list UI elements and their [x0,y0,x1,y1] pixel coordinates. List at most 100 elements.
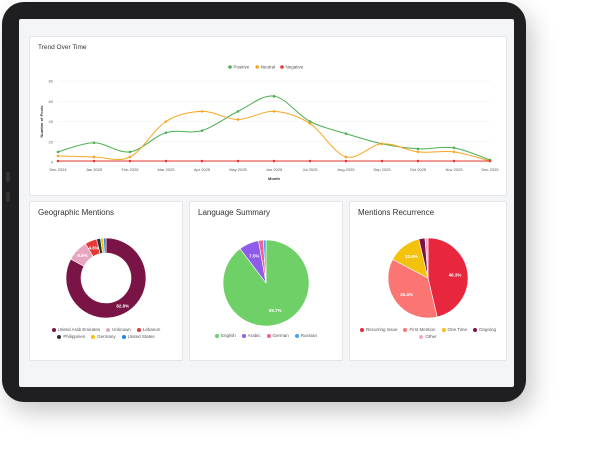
legend-label: Other [425,334,437,339]
data-point-neutral[interactable] [128,155,132,159]
data-point-positive[interactable] [92,141,96,145]
recurrence-legend: Recurring Issue First Mention One Time Ongo… [356,327,500,339]
trend-chart: Positive Neutral Negative 0 20 40 60 80 Dec 2024… [39,65,499,181]
slice-label: 13.6% [405,254,418,259]
slice-label: 7.5% [249,254,259,259]
data-point-negative[interactable] [308,159,312,163]
data-point-positive[interactable] [272,94,276,98]
data-point-negative[interactable] [56,159,60,163]
data-point-neutral[interactable] [344,155,348,159]
data-point-negative[interactable] [236,159,240,163]
x-tick-label: May 2025 [229,167,247,172]
slice-first-mention[interactable] [387,258,438,319]
y-axis-label: Number of Posts [39,105,44,138]
data-point-negative[interactable] [488,159,492,163]
slice-united-arab-emirates[interactable] [65,237,147,319]
legend-item-english[interactable]: English [214,333,236,338]
y-tick-label: 40 [49,119,54,124]
x-tick-label: Jul 2025 [302,167,318,172]
data-point-neutral[interactable] [92,155,96,159]
data-point-neutral[interactable] [164,120,168,123]
legend-item-philippines[interactable]: Philippines [57,334,85,339]
legend-item-russian[interactable]: Russian [294,333,318,338]
x-tick-label: Dec 2025 [481,167,499,172]
x-tick-label: Nov 2025 [445,167,463,172]
tablet-frame: Trend Over Time Positive Neutral Negative 0… [2,2,526,402]
legend-marker [214,333,219,338]
legend-item-lebanon[interactable]: Lebanon [136,327,160,332]
legend-item-recurring-issue[interactable]: Recurring Issue [359,327,397,332]
data-point-positive[interactable] [200,129,204,132]
legend-marker [419,334,424,339]
slice-label: 8.6% [77,253,87,258]
legend-marker [121,334,126,339]
data-point-negative[interactable] [92,159,96,163]
data-point-neutral[interactable] [308,122,312,125]
data-point-positive[interactable] [56,150,60,154]
x-tick-label: Dec 2024 [49,167,67,172]
legend-label: English [220,333,236,338]
legend-item-first-mention[interactable]: First Mention [403,327,436,332]
legend-item-unknown[interactable]: Unknown [106,327,131,332]
data-point-neutral[interactable] [452,150,456,154]
x-tick-label: Mar 2025 [158,167,176,172]
legend-item-ongoing[interactable]: Ongoing [473,327,496,332]
data-point-negative[interactable] [344,159,348,163]
data-point-positive[interactable] [164,131,168,134]
slice-other[interactable] [424,237,429,279]
legend-item-german[interactable]: German [266,333,289,338]
legend-marker [255,65,259,69]
tablet-screen: Trend Over Time Positive Neutral Negative 0… [19,19,514,387]
data-point-neutral[interactable] [236,118,240,121]
data-point-positive[interactable] [344,132,348,135]
data-point-positive[interactable] [308,120,312,123]
data-point-neutral[interactable] [380,142,384,146]
data-point-negative[interactable] [272,159,276,163]
legend-marker [106,327,111,332]
data-point-neutral[interactable] [56,154,60,158]
legend-item-other[interactable]: Other [419,334,437,339]
legend-label: Negative [286,65,304,70]
language-title: Language Summary [198,208,271,217]
legend-item-united-arab-emirates[interactable]: United Arab Emirates [51,327,101,332]
data-point-negative[interactable] [416,159,420,163]
language-pie-chart: 89.7% 7.5% [222,239,310,327]
legend-item-positive: Positive [228,65,250,70]
data-point-neutral[interactable] [200,110,204,113]
data-point-negative[interactable] [380,159,384,163]
tablet-side-button [6,192,10,202]
geo-legend: United Arab Emirates Unknown Lebanon Philip… [36,327,176,339]
legend-marker [91,334,96,339]
legend-item-negative: Negative [280,65,304,70]
legend-item-united-states[interactable]: United States [121,334,155,339]
legend-item-germany[interactable]: Germany [91,334,116,339]
y-tick-label: 80 [49,79,54,84]
data-point-positive[interactable] [128,150,132,154]
legend-item-arabic[interactable]: Arabic [241,333,261,338]
data-point-positive[interactable] [416,147,420,151]
legend-label: Positive [234,65,250,70]
slice-label: 89.7% [269,308,282,313]
data-point-negative[interactable] [200,159,204,163]
data-point-positive[interactable] [452,146,456,150]
y-tick-label: 0 [51,160,54,165]
legend-marker [359,327,364,332]
legend-item-one-time[interactable]: One Time [441,327,467,332]
legend-label: Neutral [261,65,276,70]
slice-russian[interactable] [262,239,267,284]
legend-label: German [272,333,289,338]
legend-label: Germany [97,334,116,339]
slice-label: 46.3% [449,272,462,277]
slice-united-states[interactable] [103,237,107,254]
data-point-neutral[interactable] [272,110,276,113]
data-point-negative[interactable] [128,159,132,163]
data-point-negative[interactable] [452,159,456,163]
legend-label: First Mention [409,327,436,332]
legend-item-neutral: Neutral [255,65,275,70]
legend-label: United Arab Emirates [57,327,101,332]
data-point-positive[interactable] [236,110,240,113]
slice-recurring-issue[interactable] [427,237,469,318]
data-point-negative[interactable] [164,159,168,163]
legend-label: Russian [300,333,318,338]
data-point-neutral[interactable] [416,150,420,154]
